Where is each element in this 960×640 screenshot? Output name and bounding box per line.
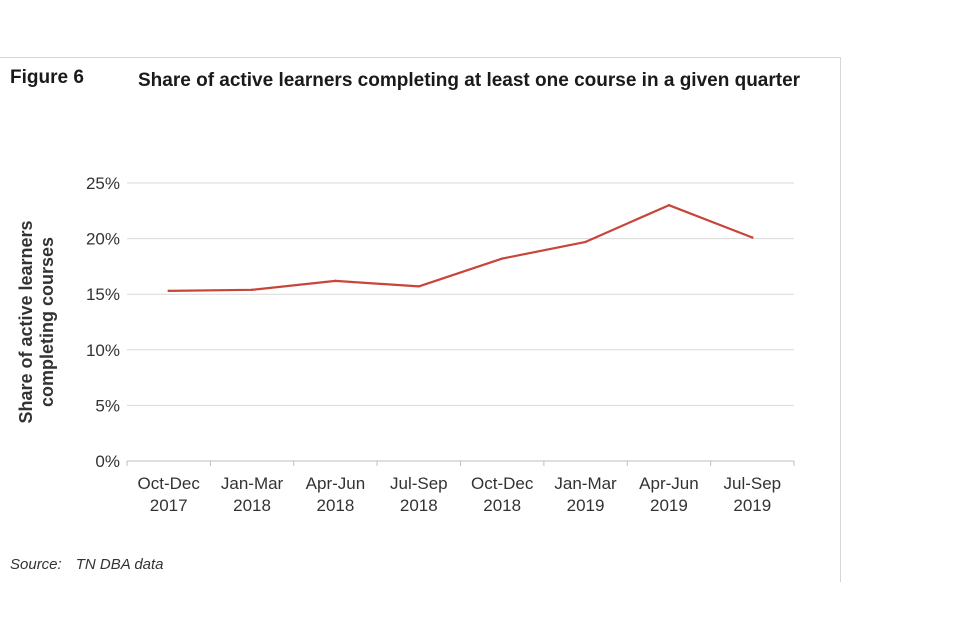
x-tick-label-line: Jan-Mar xyxy=(221,474,284,493)
x-tick-label-line: Jul-Sep xyxy=(723,474,781,493)
right-divider xyxy=(840,57,841,582)
grid-layer xyxy=(127,182,794,406)
source-label: Source: xyxy=(10,556,62,573)
y-tick-label-20: 20% xyxy=(86,230,120,249)
x-tick-label-line: 2019 xyxy=(650,496,688,515)
y-tick-label-10: 10% xyxy=(86,341,120,360)
x-tick-label-line: Apr-Jun xyxy=(639,474,699,493)
x-tick-label-line: 2019 xyxy=(567,496,605,515)
x-tick-label-line: 2017 xyxy=(150,496,188,515)
y-tick-label-15: 15% xyxy=(86,285,120,304)
x-tick-label-line: 2018 xyxy=(317,496,355,515)
x-tick-label-line: Jan-Mar xyxy=(554,474,617,493)
y-tick-label-5: 5% xyxy=(95,396,120,415)
source-value: TN DBA data xyxy=(75,556,164,573)
top-divider xyxy=(0,57,840,58)
y-axis-title: Share of active learnerscompleting cours… xyxy=(16,220,57,423)
y-tick-label-25: 25% xyxy=(86,174,120,193)
x-tick-label-line: 2018 xyxy=(233,496,271,515)
data-point-0-1 xyxy=(250,288,254,291)
x-tick-label-1: Jan-Mar 2018 xyxy=(221,474,284,515)
data-point-0-0 xyxy=(167,289,170,293)
x-tick-label-6: Apr-Jun 2019 xyxy=(639,474,699,515)
x-tick-label-line: Oct-Dec xyxy=(138,474,201,493)
y-axis-title-line: Share of active learners xyxy=(16,220,36,423)
data-point-0-2 xyxy=(334,279,337,283)
y-tick-label-0: 0% xyxy=(95,452,120,471)
x-tick-label-line: Apr-Jun xyxy=(306,474,366,493)
x-tick-label-7: Jul-Sep 2019 xyxy=(723,474,781,515)
x-tick-label-0: Oct-Dec 2017 xyxy=(138,474,201,515)
figure-label: Figure 6 xyxy=(10,67,84,88)
x-tick-label-line: 2019 xyxy=(733,496,771,515)
data-point-0-4 xyxy=(500,257,504,260)
axis-layer xyxy=(126,460,795,466)
x-tick-label-line: Jul-Sep xyxy=(390,474,448,493)
x-tick-label-5: Jan-Mar 2019 xyxy=(554,474,617,515)
data-point-0-5 xyxy=(584,240,587,244)
x-tick-label-4: Oct-Dec 2018 xyxy=(471,474,534,515)
figure-title: Share of active learners completing at l… xyxy=(138,70,801,91)
x-tick-label-line: Oct-Dec xyxy=(471,474,534,493)
x-tick-label-line: 2018 xyxy=(400,496,438,515)
x-tick-label-2: Apr-Jun 2018 xyxy=(306,474,366,515)
source-note: Source: TN DBA data xyxy=(10,556,164,573)
data-point-0-7 xyxy=(751,236,754,239)
x-tick-label-3: Jul-Sep 2018 xyxy=(390,474,448,515)
data-point-0-3 xyxy=(417,285,421,288)
x-tick-label-line: 2018 xyxy=(483,496,521,515)
data-point-0-6 xyxy=(667,204,671,207)
y-axis-title-line: completing courses xyxy=(37,237,57,407)
series-layer xyxy=(167,204,754,293)
series-line-0 xyxy=(167,204,754,292)
